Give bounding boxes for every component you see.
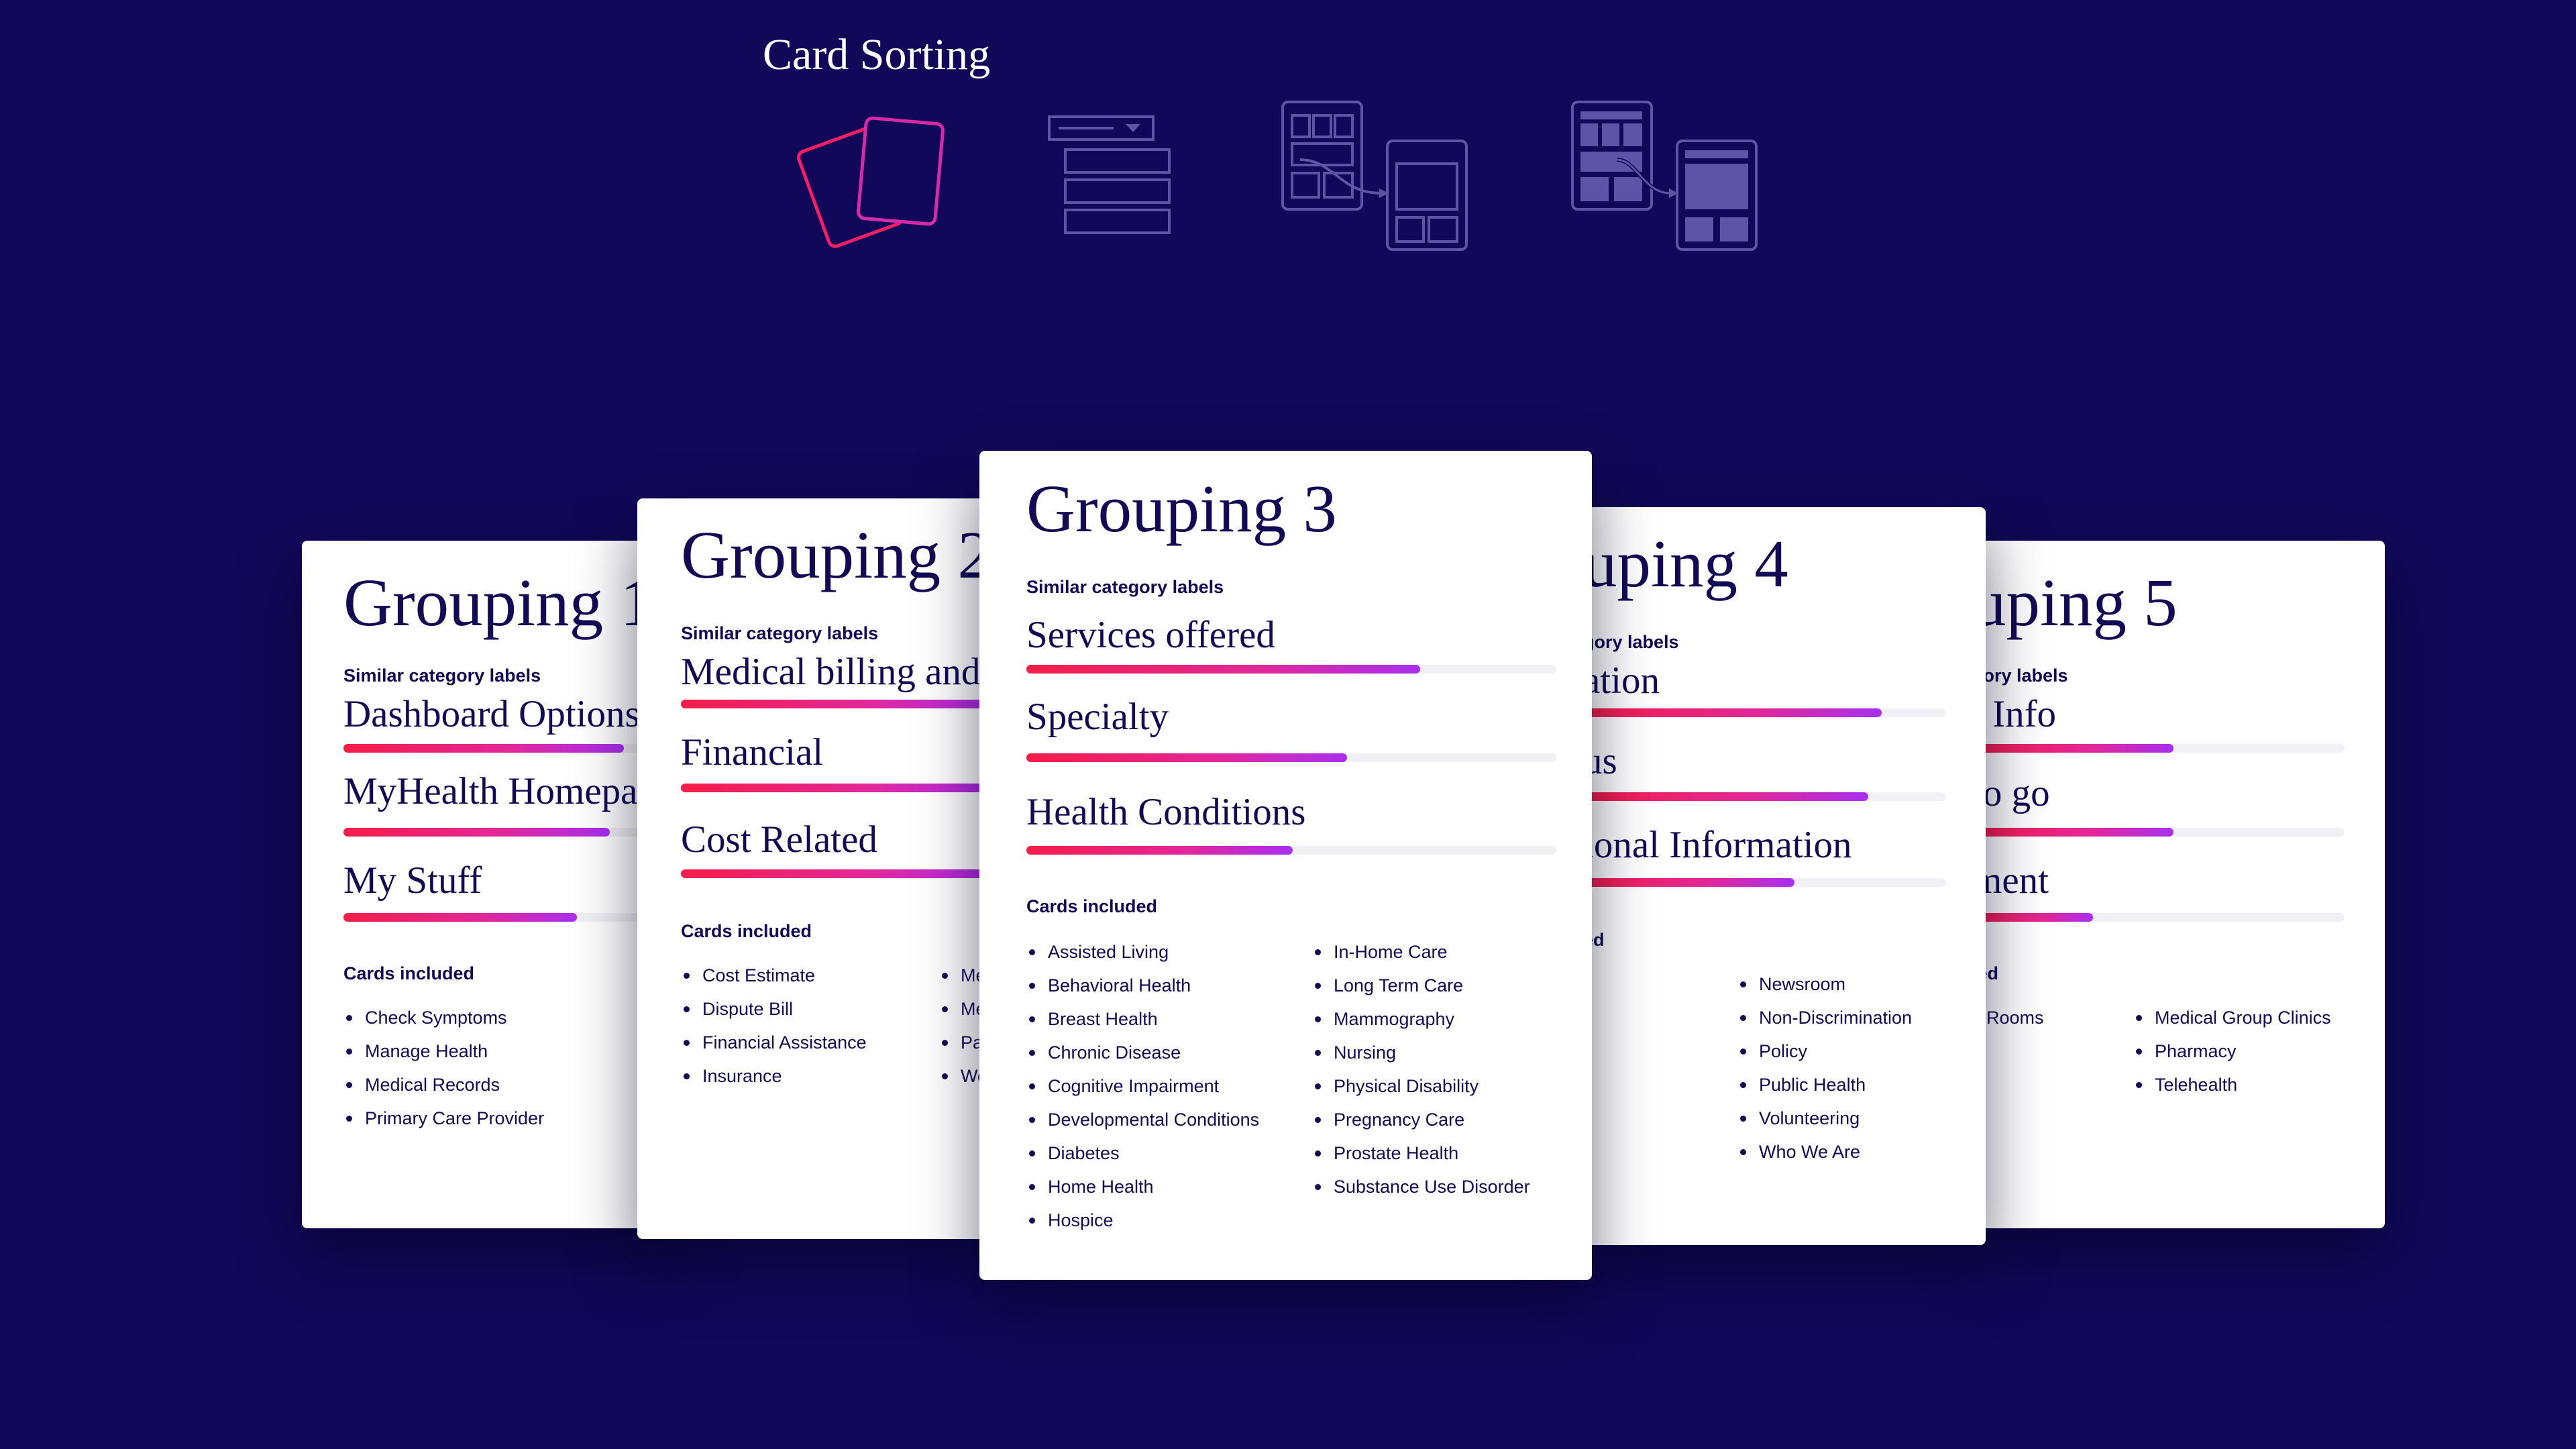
- grouping-1-label-2: MyHealth Homepage: [343, 770, 674, 812]
- grouping-2-title: Grouping 2: [681, 517, 991, 592]
- list-item: Cost Estimate: [681, 959, 867, 992]
- grouping-4-label-1: ation: [1583, 659, 1660, 702]
- grouping-3-bar-1: [1026, 665, 1556, 674]
- list-item: Who We Are: [1737, 1135, 1912, 1169]
- grouping-3-cards-col2: In-Home Care Long Term Care Mammography …: [1312, 935, 1530, 1203]
- grouping-2-bar-1: [681, 700, 993, 708]
- grouping-5-card: uping 5 gory labels l Info to go ment le…: [1972, 541, 2385, 1228]
- grouping-3-subtitle: Similar category labels: [1026, 577, 1224, 597]
- grouping-2-label-2: Financial: [681, 731, 824, 773]
- grouping-1-label-3: My Stuff: [343, 859, 482, 902]
- grouping-4-subtitle: gory labels: [1583, 632, 1679, 652]
- list-item: Hospice: [1026, 1203, 1259, 1237]
- grouping-5-cards-col2: Medical Group Clinics Pharmacy Telehealt…: [2133, 1001, 2331, 1102]
- grouping-3-cards-label: Cards included: [1026, 896, 1158, 916]
- grouping-1-cards-col1: Check Symptoms Manage Health Medical Rec…: [343, 1001, 544, 1135]
- grouping-3-bar-3: [1026, 846, 1556, 855]
- grouping-2-bar-3: [681, 869, 993, 878]
- list-item: Prostate Health: [1312, 1136, 1530, 1170]
- grouping-5-title: uping 5: [1972, 565, 2178, 640]
- list-item: Insurance: [681, 1059, 867, 1093]
- list-item: Pa: [939, 1026, 987, 1059]
- list-item: Diabetes: [1026, 1136, 1259, 1170]
- list-item: Policy: [1737, 1034, 1912, 1068]
- list-item: Pharmacy: [2133, 1034, 2331, 1068]
- grouping-5-bar-2: [1972, 828, 2345, 837]
- grouping-2-label-3: Cost Related: [681, 818, 877, 861]
- list-item: Medical Group Clinics: [2133, 1001, 2331, 1034]
- grouping-3-cards-col1: Assisted Living Behavioral Health Breast…: [1026, 935, 1259, 1237]
- grouping-2-cards-label: Cards included: [681, 921, 812, 941]
- list-item: Substance Use Disorder: [1312, 1170, 1530, 1203]
- grouping-1-bar-3: [343, 913, 678, 922]
- list-item: Behavioral Health: [1026, 969, 1259, 1002]
- grouping-4-bar-1: [1583, 708, 1945, 717]
- list-item: Primary Care Provider: [343, 1102, 544, 1135]
- list-item: In-Home Care: [1312, 935, 1530, 969]
- list-item: Medical Records: [343, 1068, 544, 1102]
- grouping-1-title: Grouping 1: [343, 565, 654, 640]
- grouping-4-cards-col2: Newsroom Non-Discrimination Policy Publi…: [1737, 967, 1912, 1169]
- list-item: Assisted Living: [1026, 935, 1259, 969]
- grouping-1-cards-label: Cards included: [343, 963, 475, 983]
- grouping-3-label-3: Health Conditions: [1026, 791, 1306, 833]
- grouping-3-label-2: Specialty: [1026, 696, 1169, 738]
- list-item: Nursing: [1312, 1036, 1530, 1069]
- list-item: Chronic Disease: [1026, 1036, 1259, 1069]
- list-item: Developmental Conditions: [1026, 1103, 1259, 1136]
- grouping-5-bar-1: [1972, 744, 2345, 753]
- grouping-2-subtitle: Similar category labels: [681, 623, 879, 643]
- list-item: Physical Disability: [1312, 1069, 1530, 1103]
- list-item: Check Symptoms: [343, 1001, 544, 1034]
- grouping-1-subtitle: Similar category labels: [343, 665, 541, 686]
- grouping-1-bar-1: [343, 744, 678, 753]
- grouping-2-bar-2: [681, 784, 993, 792]
- cards-icon: [797, 116, 945, 248]
- grouping-4-bar-3: [1583, 878, 1945, 887]
- list-item: Manage Health: [343, 1034, 544, 1068]
- page-title: Card Sorting: [763, 30, 991, 79]
- list-item: Dispute Bill: [681, 992, 867, 1026]
- grouping-5-label-1: l Info: [1972, 693, 2057, 735]
- grouping-3-card: Grouping 3 Similar category labels Servi…: [979, 451, 1592, 1280]
- grouping-3-bar-2: [1026, 753, 1556, 762]
- grouping-2-cards-col1: Cost Estimate Dispute Bill Financial Ass…: [681, 959, 867, 1093]
- list-item: Breast Health: [1026, 1002, 1259, 1036]
- list-item: Pregnancy Care: [1312, 1103, 1530, 1136]
- list-item: Cognitive Impairment: [1026, 1069, 1259, 1103]
- list-item: Home Health: [1026, 1170, 1259, 1203]
- list-item: Mammography: [1312, 1002, 1530, 1036]
- grouping-3-title: Grouping 3: [1026, 471, 1337, 546]
- list-item: Public Health: [1737, 1068, 1912, 1102]
- grouping-2-card: Grouping 2 Similar category labels Medic…: [637, 498, 993, 1239]
- grouping-1-card: Grouping 1 Similar category labels Dashb…: [302, 541, 678, 1228]
- layout-flow-icon: [1571, 101, 1758, 251]
- grouping-5-bar-3: [1972, 913, 2345, 922]
- grouping-4-title: uping 4: [1583, 526, 1788, 601]
- list-item: Newsroom: [1737, 967, 1912, 1001]
- grouping-3-label-1: Services offered: [1026, 614, 1275, 656]
- grouping-1-label-1: Dashboard Options: [343, 693, 640, 735]
- wireframe-flow-icon: [1281, 101, 1468, 251]
- list-item: Volunteering: [1737, 1102, 1912, 1135]
- list-menu-icon: [1048, 115, 1171, 234]
- grouping-2-label-1: Medical billing and f: [681, 651, 993, 693]
- list-item: Non-Discrimination: [1737, 1001, 1912, 1034]
- grouping-4-bar-2: [1583, 792, 1945, 801]
- grouping-5-subtitle: gory labels: [1972, 665, 2068, 686]
- grouping-1-bar-2: [343, 828, 678, 837]
- list-item: Long Term Care: [1312, 969, 1530, 1002]
- grouping-4-card: uping 4 gory labels ation us ional Infor…: [1583, 507, 1986, 1245]
- list-item: Financial Assistance: [681, 1026, 867, 1059]
- list-item: Telehealth: [2133, 1068, 2331, 1102]
- grouping-4-label-3: ional Information: [1583, 824, 1852, 866]
